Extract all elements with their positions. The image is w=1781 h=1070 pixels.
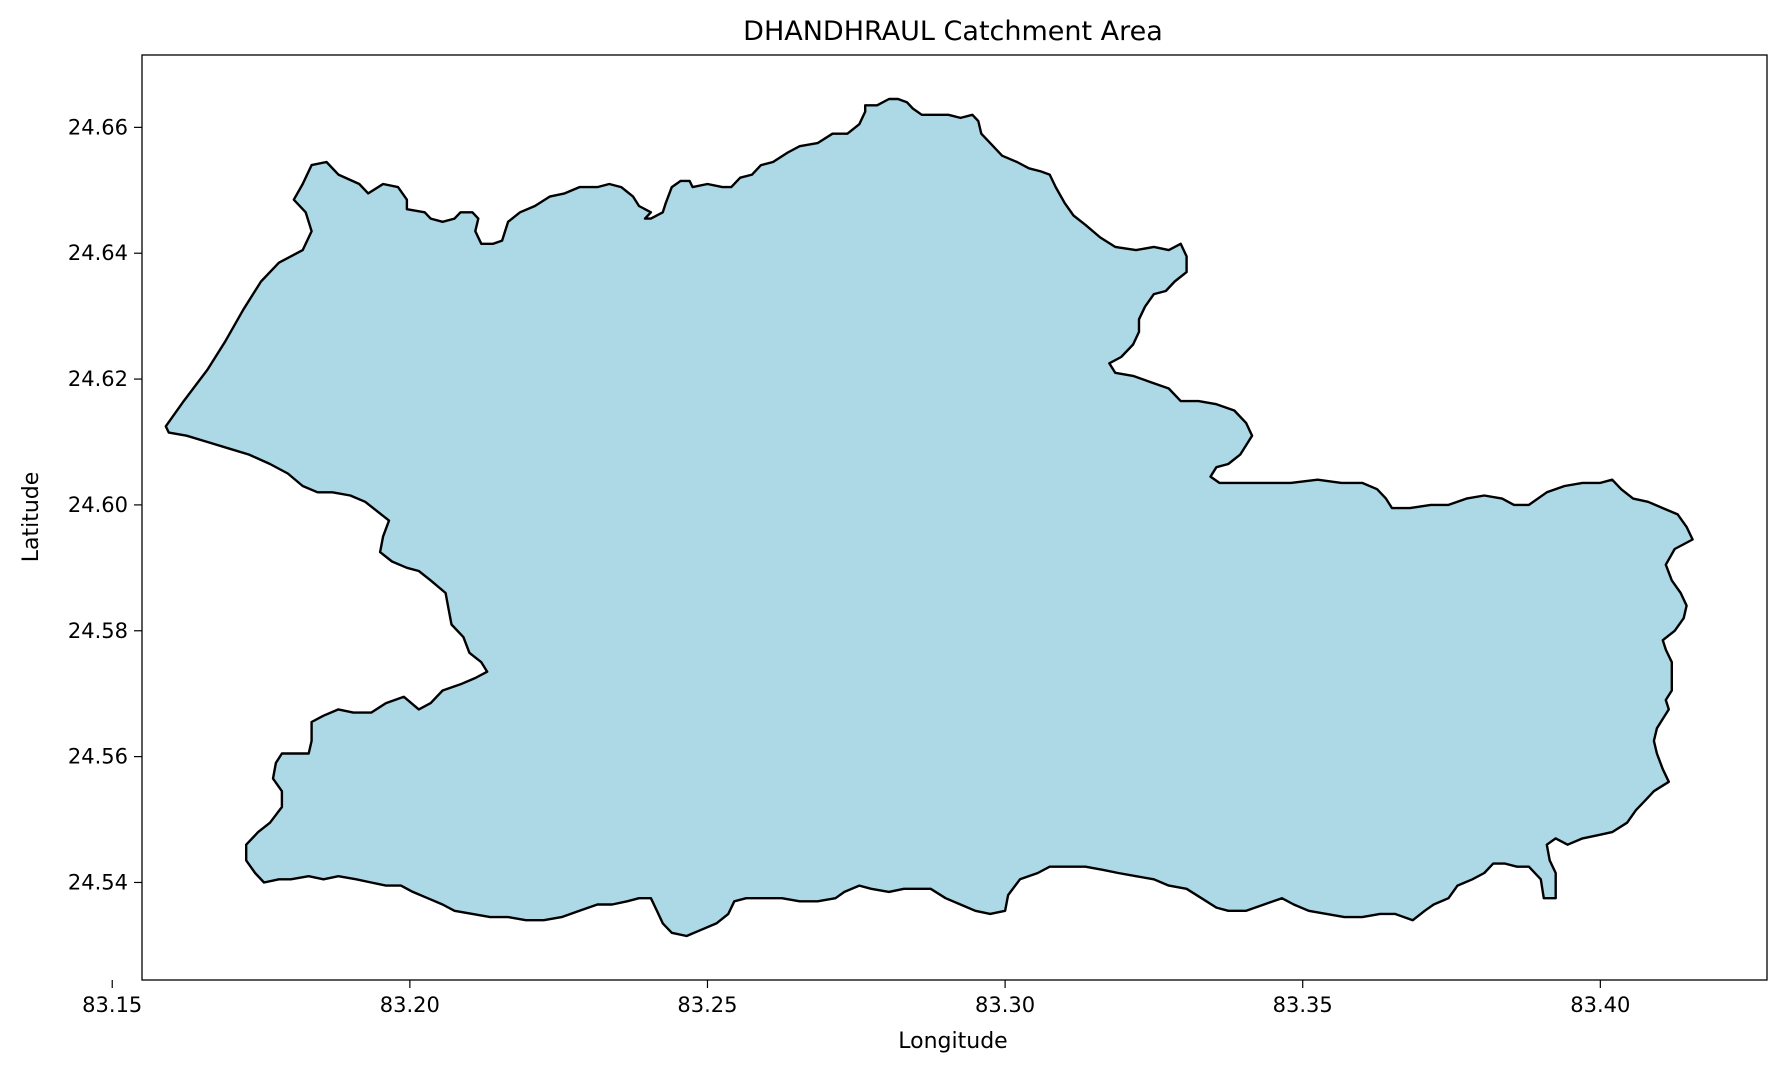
y-tick-label: 24.64 [68, 241, 128, 265]
x-tick-label: 83.15 [82, 993, 142, 1017]
y-axis: 24.54 24.56 24.58 24.60 24.62 24.64 24.66 [68, 115, 142, 894]
x-tick-label: 83.20 [380, 993, 440, 1017]
x-tick-label: 83.25 [677, 993, 737, 1017]
chart-title: DHANDHRAUL Catchment Area [743, 16, 1163, 47]
x-axis-label: Longitude [898, 1029, 1007, 1054]
y-tick-label: 24.62 [68, 367, 128, 391]
y-tick-label: 24.54 [68, 870, 128, 894]
catchment-polygon [164, 97, 1694, 938]
x-tick-label: 83.40 [1570, 993, 1630, 1017]
y-tick-label: 24.56 [68, 745, 128, 769]
y-tick-label: 24.60 [68, 493, 128, 517]
plot-frame [141, 54, 1768, 981]
x-tick-label: 83.35 [1273, 993, 1333, 1017]
y-tick-label: 24.58 [68, 619, 128, 643]
y-tick-label: 24.66 [68, 115, 128, 139]
x-axis: 83.15 83.20 83.25 83.30 83.35 83.40 [82, 980, 1630, 1017]
x-tick-label: 83.30 [975, 993, 1035, 1017]
y-axis-label: Latitude [19, 472, 44, 563]
